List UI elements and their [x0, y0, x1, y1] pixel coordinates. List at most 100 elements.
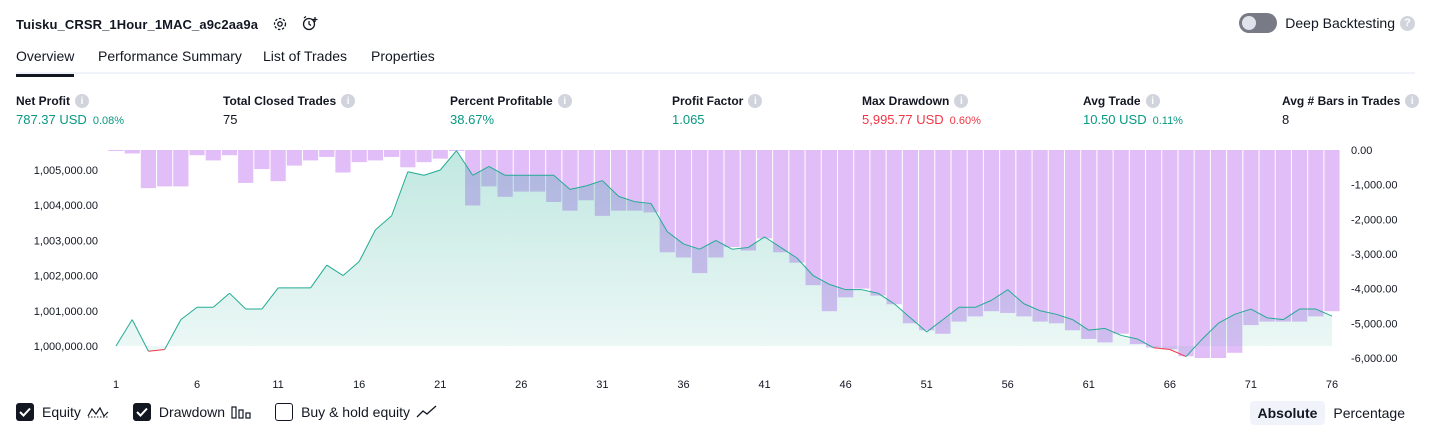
drawdown-bar [1194, 150, 1210, 358]
y-left-tick: 1,003,000.00 [34, 235, 98, 247]
metric-value: 787.37 USD [16, 112, 87, 127]
x-tick: 46 [839, 379, 851, 391]
drawdown-bar [1064, 150, 1081, 331]
legend-label: Buy & hold equity [301, 404, 411, 420]
tab-performance-summary[interactable]: Performance Summary [98, 48, 242, 64]
drawdown-bar [627, 150, 643, 211]
y-right-tick: -1,000.00 [1351, 180, 1397, 192]
equity-line-segment [1250, 308, 1268, 319]
metric-percent: 0.11% [1152, 115, 1183, 127]
drawdown-bar [1178, 150, 1194, 357]
metric-value: 75 [223, 112, 238, 127]
deep-backtesting-toggle[interactable] [1239, 13, 1278, 33]
drawdown-bar [1210, 150, 1227, 358]
equity-line-segment [877, 292, 895, 305]
strategy-header: Tuisku_CRSR_1Hour_1MAC_a9c2aa9a [16, 14, 320, 34]
legend-drawdown[interactable]: Drawdown [132, 403, 251, 421]
drawdown-bars-icon [231, 405, 251, 419]
settings-icon[interactable] [270, 14, 290, 34]
metric-net-profit: Net Profit i 787.37 USD 0.08% [16, 93, 124, 127]
deep-backtesting: Deep Backtesting ? [1239, 13, 1415, 33]
drawdown-bar [254, 150, 270, 170]
tab-properties[interactable]: Properties [371, 48, 435, 64]
equity-line-segment [553, 174, 571, 190]
x-tick: 21 [434, 379, 446, 391]
info-icon[interactable]: i [1405, 94, 1420, 108]
buy-hold-checkbox[interactable] [275, 403, 294, 421]
drawdown-bar [140, 150, 157, 189]
equity-line-segment [439, 150, 457, 171]
info-icon[interactable]: i [1145, 94, 1160, 108]
equity-drawdown-chart[interactable]: 1,000,000.00 1,001,000.00 1,002,000.00 1,00… [0, 140, 1431, 395]
drawdown-bar [400, 150, 416, 168]
tab-overview[interactable]: Overview [16, 48, 75, 77]
drawdown-bar [870, 150, 886, 296]
drawdown-bar [205, 150, 221, 161]
drawdown-bar [351, 150, 367, 163]
drawdown-bar [919, 150, 935, 331]
add-alert-icon[interactable] [300, 14, 320, 34]
equity-line-segment [180, 306, 198, 320]
equity-line-segment [326, 264, 344, 277]
tab-list-of-trades[interactable]: List of Trades [263, 48, 348, 64]
info-icon[interactable]: i [954, 94, 969, 108]
drawdown-checkbox[interactable] [132, 403, 151, 421]
equity-line-segment [1185, 338, 1203, 357]
metric-value: 10.50 USD [1083, 112, 1147, 127]
equity-line-segment [699, 239, 717, 250]
drawdown-bar [756, 150, 773, 239]
y-right-tick: 0.00 [1351, 145, 1372, 157]
equity-line-segment [780, 247, 798, 259]
equity-line-segment [975, 299, 992, 308]
y-right-tick: -3,000.00 [1351, 249, 1397, 261]
equity-line-segment [164, 319, 182, 350]
chart-legend: Equity Drawdown Buy & hold equity [16, 403, 462, 421]
y-right-tick: -4,000.00 [1351, 284, 1397, 296]
drawdown-bar [221, 150, 238, 156]
metric-value: 5,995.77 USD [862, 112, 944, 127]
x-tick: 11 [272, 379, 283, 391]
tab-bar: Overview Performance Summary List of Tra… [16, 44, 1415, 77]
help-icon[interactable]: ? [1400, 15, 1415, 31]
equity-line-segment [407, 171, 425, 176]
equity-line-segment [1121, 334, 1138, 340]
equity-line-segment [942, 306, 960, 320]
equity-line-segment [1153, 347, 1170, 351]
equity-checkbox[interactable] [16, 403, 34, 421]
info-icon[interactable]: i [75, 94, 89, 108]
drawdown-bar [1308, 150, 1324, 317]
equity-line-segment [569, 185, 587, 190]
equity-line-segment [1169, 349, 1187, 358]
legend-buy-hold[interactable]: Buy & hold equity [275, 403, 438, 421]
y-left-tick: 1,002,000.00 [34, 271, 98, 283]
equity-line-segment [1234, 308, 1252, 315]
equity-line-segment [715, 239, 733, 250]
equity-line-segment [1088, 327, 1106, 331]
absolute-button[interactable]: Absolute [1249, 401, 1326, 425]
equity-line-segment [131, 319, 149, 352]
metric-avg-bars: Avg # Bars in Trades i 8 [1282, 93, 1420, 127]
info-icon[interactable]: i [748, 94, 763, 108]
drawdown-bar [1275, 150, 1291, 322]
drawdown-bar [416, 150, 432, 163]
x-tick: 76 [1326, 379, 1338, 391]
equity-line-segment [1218, 313, 1235, 324]
drawdown-bar [189, 150, 205, 156]
equity-line-segment [423, 169, 441, 176]
drawdown-bar [935, 150, 951, 334]
legend-equity[interactable]: Equity [16, 403, 109, 421]
drawdown-bar [1291, 150, 1308, 322]
drawdown-bar [886, 150, 902, 305]
drawdown-bar [675, 150, 692, 258]
x-tick: 6 [194, 379, 200, 391]
metric-avg-trade: Avg Trade i 10.50 USD 0.11% [1083, 93, 1183, 127]
info-icon[interactable]: i [557, 94, 572, 108]
x-tick: 56 [1002, 379, 1014, 391]
equity-line-segment [115, 319, 133, 347]
info-icon[interactable]: i [341, 94, 356, 108]
metric-label: Total Closed Trades [223, 94, 337, 108]
y-left-tick: 1,005,000.00 [34, 165, 98, 177]
y-left-tick: 1,004,000.00 [34, 200, 98, 212]
percentage-button[interactable]: Percentage [1333, 405, 1405, 421]
drawdown-bar [1129, 150, 1146, 345]
